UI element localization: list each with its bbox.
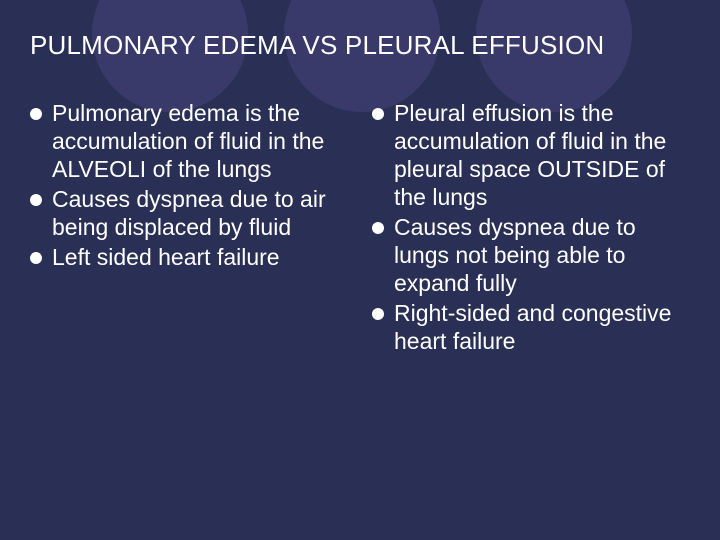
list-item: Causes dyspnea due to lungs not being ab… (372, 213, 690, 297)
slide-title: PULMONARY EDEMA VS PLEURAL EFFUSION (30, 30, 690, 61)
left-column: Pulmonary edema is the accumulation of f… (30, 99, 348, 357)
list-item: Pulmonary edema is the accumulation of f… (30, 99, 348, 183)
right-column: Pleural effusion is the accumulation of … (372, 99, 690, 357)
list-item: Left sided heart failure (30, 243, 348, 271)
right-list: Pleural effusion is the accumulation of … (372, 99, 690, 355)
list-item: Pleural effusion is the accumulation of … (372, 99, 690, 211)
left-list: Pulmonary edema is the accumulation of f… (30, 99, 348, 271)
slide: PULMONARY EDEMA VS PLEURAL EFFUSION Pulm… (0, 0, 720, 540)
list-item: Right-sided and congestive heart failure (372, 299, 690, 355)
list-item: Causes dyspnea due to air being displace… (30, 185, 348, 241)
content-columns: Pulmonary edema is the accumulation of f… (30, 99, 690, 357)
